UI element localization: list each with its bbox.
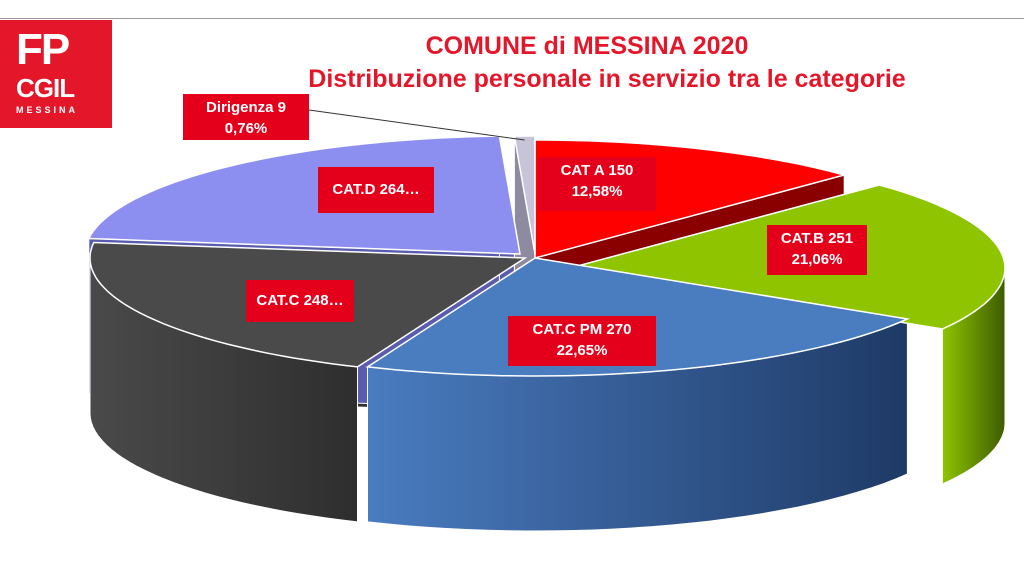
slice-label-cat-a-name: CAT A 150	[560, 162, 634, 179]
top-divider	[0, 18, 1024, 19]
logo-city: MESSINA	[16, 105, 79, 115]
slice-label-dirigenza: Dirigenza 9 0,76%	[183, 94, 309, 140]
slice-dirigenza	[513, 135, 536, 255]
logo-fp: FP	[16, 25, 70, 74]
slice-label-cat-a-pct: 12,58%	[571, 183, 623, 200]
slice-label-cat-c: CAT.C 248…	[246, 280, 354, 322]
slice-label-cat-a: CAT A 150 12,58%	[538, 157, 656, 211]
logo-cgil: CGIL	[16, 73, 75, 103]
slice-label-dirigenza-name: Dirigenza 9	[205, 99, 287, 116]
chart-title: COMUNE di MESSINA 2020	[425, 32, 749, 60]
chart-title-block: COMUNE di MESSINA 2020 Distribuzione per…	[0, 30, 1024, 96]
slice-label-cat-c-name: CAT.C 248…	[256, 292, 344, 309]
slice-label-cat-d-name: CAT.D 264…	[332, 181, 420, 198]
slice-label-cat-b-name: CAT.B 251	[780, 230, 854, 247]
slice-label-cat-d: CAT.D 264…	[318, 167, 434, 213]
fp-cgil-logo: FP CGIL MESSINA	[0, 20, 112, 128]
slice-label-dirigenza-pct: 0,76%	[224, 120, 268, 137]
slice-label-cat-c-pm-pct: 22,65%	[556, 342, 608, 359]
slice-label-cat-c-pm-name: CAT.C PM 270	[532, 321, 632, 338]
slice-label-cat-b-pct: 21,06%	[791, 251, 843, 268]
slice-label-cat-c-pm: CAT.C PM 270 22,65%	[508, 316, 656, 366]
chart-subtitle: Distribuzione personale in servizio tra …	[308, 65, 906, 93]
leader-line-dirigenza	[308, 109, 525, 141]
slice-label-cat-b: CAT.B 251 21,06%	[767, 225, 867, 275]
slice-cat-d	[87, 135, 521, 255]
